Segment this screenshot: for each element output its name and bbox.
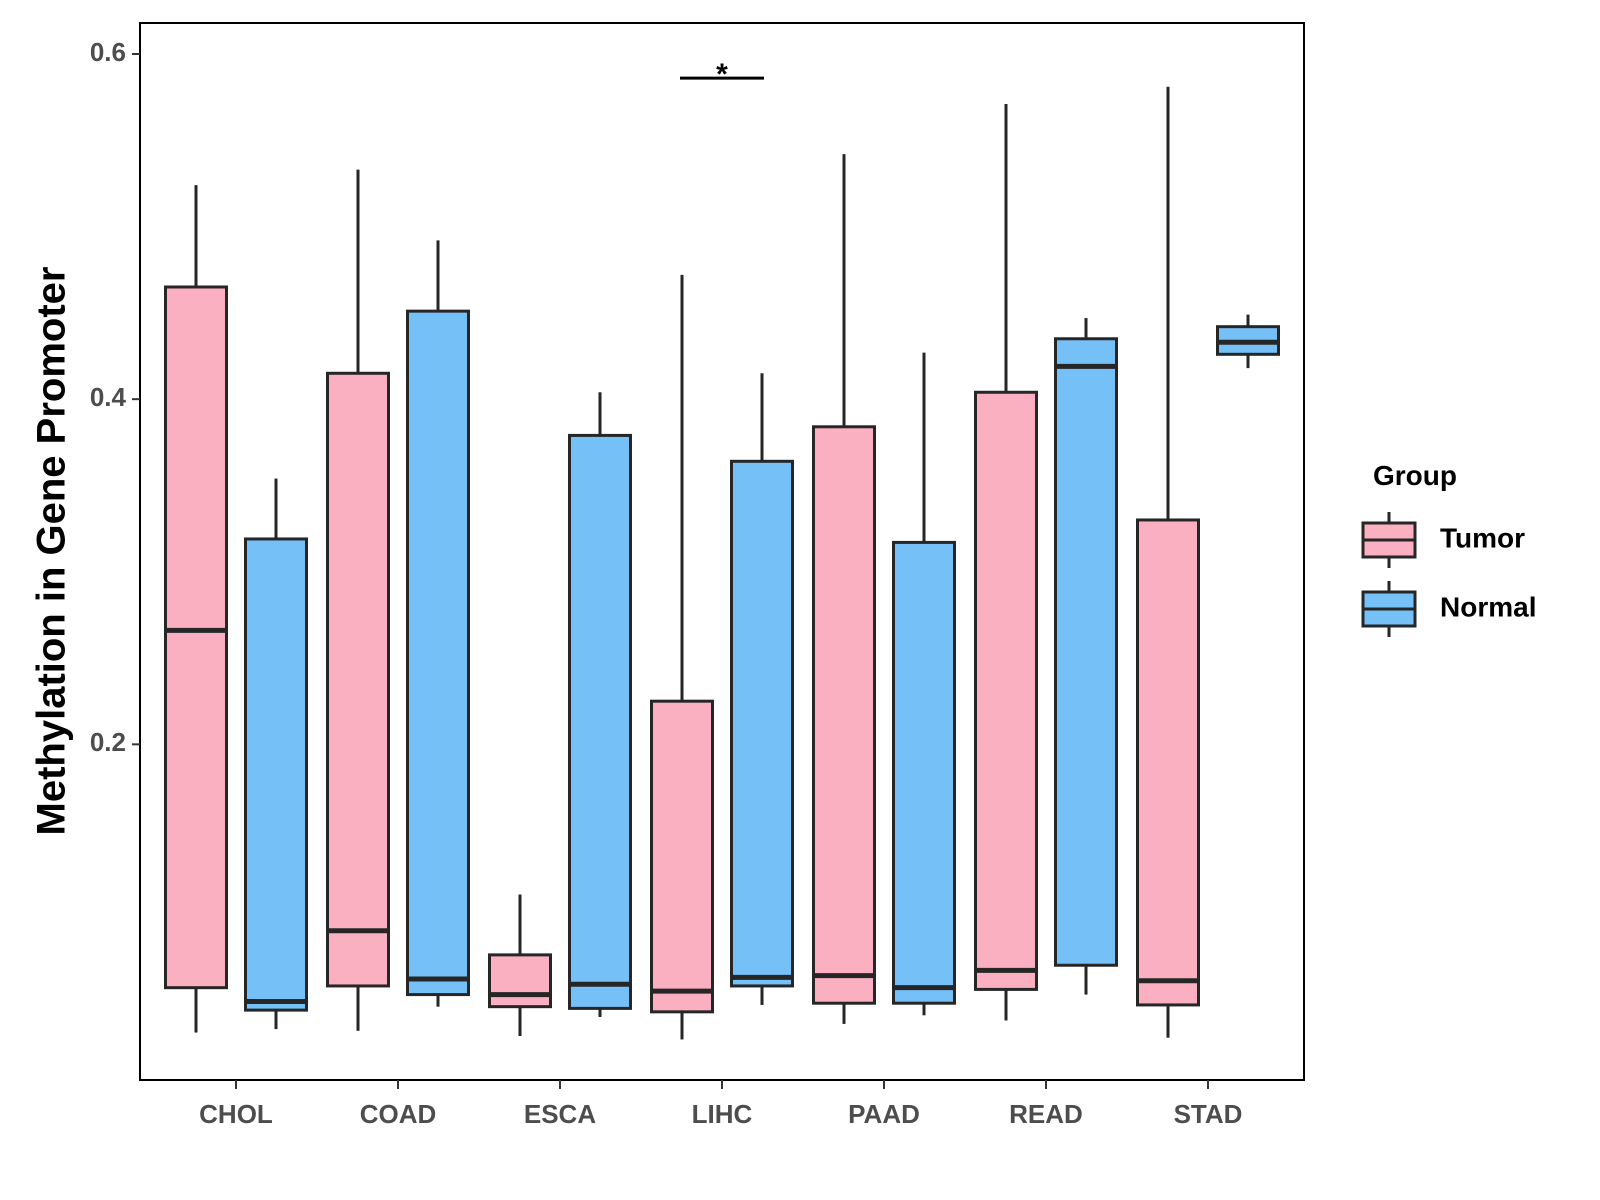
box-normal-stad xyxy=(1216,314,1280,369)
iqr-box xyxy=(1136,518,1200,1007)
iqr-box xyxy=(568,433,632,1010)
box-tumor-stad xyxy=(1136,86,1200,1038)
box-tumor-paad xyxy=(812,154,876,1024)
box-normal-lihc xyxy=(730,373,794,1005)
iqr-box xyxy=(326,371,390,988)
series-normal xyxy=(244,240,1280,1030)
x-tick-label-read: READ xyxy=(1009,1099,1083,1129)
iqr-box xyxy=(974,390,1038,991)
box-series xyxy=(164,86,1280,1040)
iqr-box xyxy=(730,459,794,988)
x-tick-label-coad: COAD xyxy=(360,1099,437,1129)
box-tumor-coad xyxy=(326,169,390,1031)
box-normal-chol xyxy=(244,478,308,1030)
box-normal-read xyxy=(1054,318,1118,995)
iqr-box xyxy=(164,285,228,990)
legend: Group Tumor Normal xyxy=(1361,460,1536,637)
plot-panel xyxy=(139,22,1305,1081)
y-axis-title: Methylation in Gene Promoter xyxy=(30,267,74,836)
x-axis: CHOL COAD ESCA LIHC PAAD READ STAD xyxy=(199,1080,1242,1129)
box-normal-paad xyxy=(892,352,956,1016)
series-tumor xyxy=(164,86,1200,1040)
y-axis: 0.2 0.4 0.6 xyxy=(90,37,140,757)
x-tick-label-stad: STAD xyxy=(1174,1099,1243,1129)
box-tumor-esca xyxy=(488,894,552,1036)
x-tick-label-chol: CHOL xyxy=(199,1099,273,1129)
box-tumor-chol xyxy=(164,185,228,1033)
iqr-box xyxy=(488,953,552,1009)
significance-annotations: * xyxy=(680,58,764,91)
iqr-box xyxy=(892,540,956,1005)
iqr-box xyxy=(1054,337,1118,967)
box-tumor-read xyxy=(974,104,1038,1021)
x-tick-label-paad: PAAD xyxy=(848,1099,920,1129)
iqr-box xyxy=(650,699,714,1014)
y-tick-label: 0.4 xyxy=(90,382,127,412)
y-tick-label: 0.6 xyxy=(90,37,126,67)
legend-label-normal: Normal xyxy=(1440,591,1536,622)
legend-entry-tumor: Tumor xyxy=(1361,512,1525,568)
iqr-box xyxy=(812,425,876,1005)
x-tick-label-lihc: LIHC xyxy=(692,1099,753,1129)
legend-label-tumor: Tumor xyxy=(1440,522,1525,553)
significance-label: * xyxy=(716,58,728,91)
box-tumor-lihc xyxy=(650,274,714,1040)
legend-title: Group xyxy=(1373,460,1457,491)
box-normal-esca xyxy=(568,392,632,1018)
box-normal-coad xyxy=(406,240,470,1007)
x-tick-label-esca: ESCA xyxy=(524,1099,596,1129)
iqr-box xyxy=(406,309,470,997)
legend-entry-normal: Normal xyxy=(1361,581,1536,637)
iqr-box xyxy=(244,537,308,1012)
y-tick-label: 0.2 xyxy=(90,727,126,757)
